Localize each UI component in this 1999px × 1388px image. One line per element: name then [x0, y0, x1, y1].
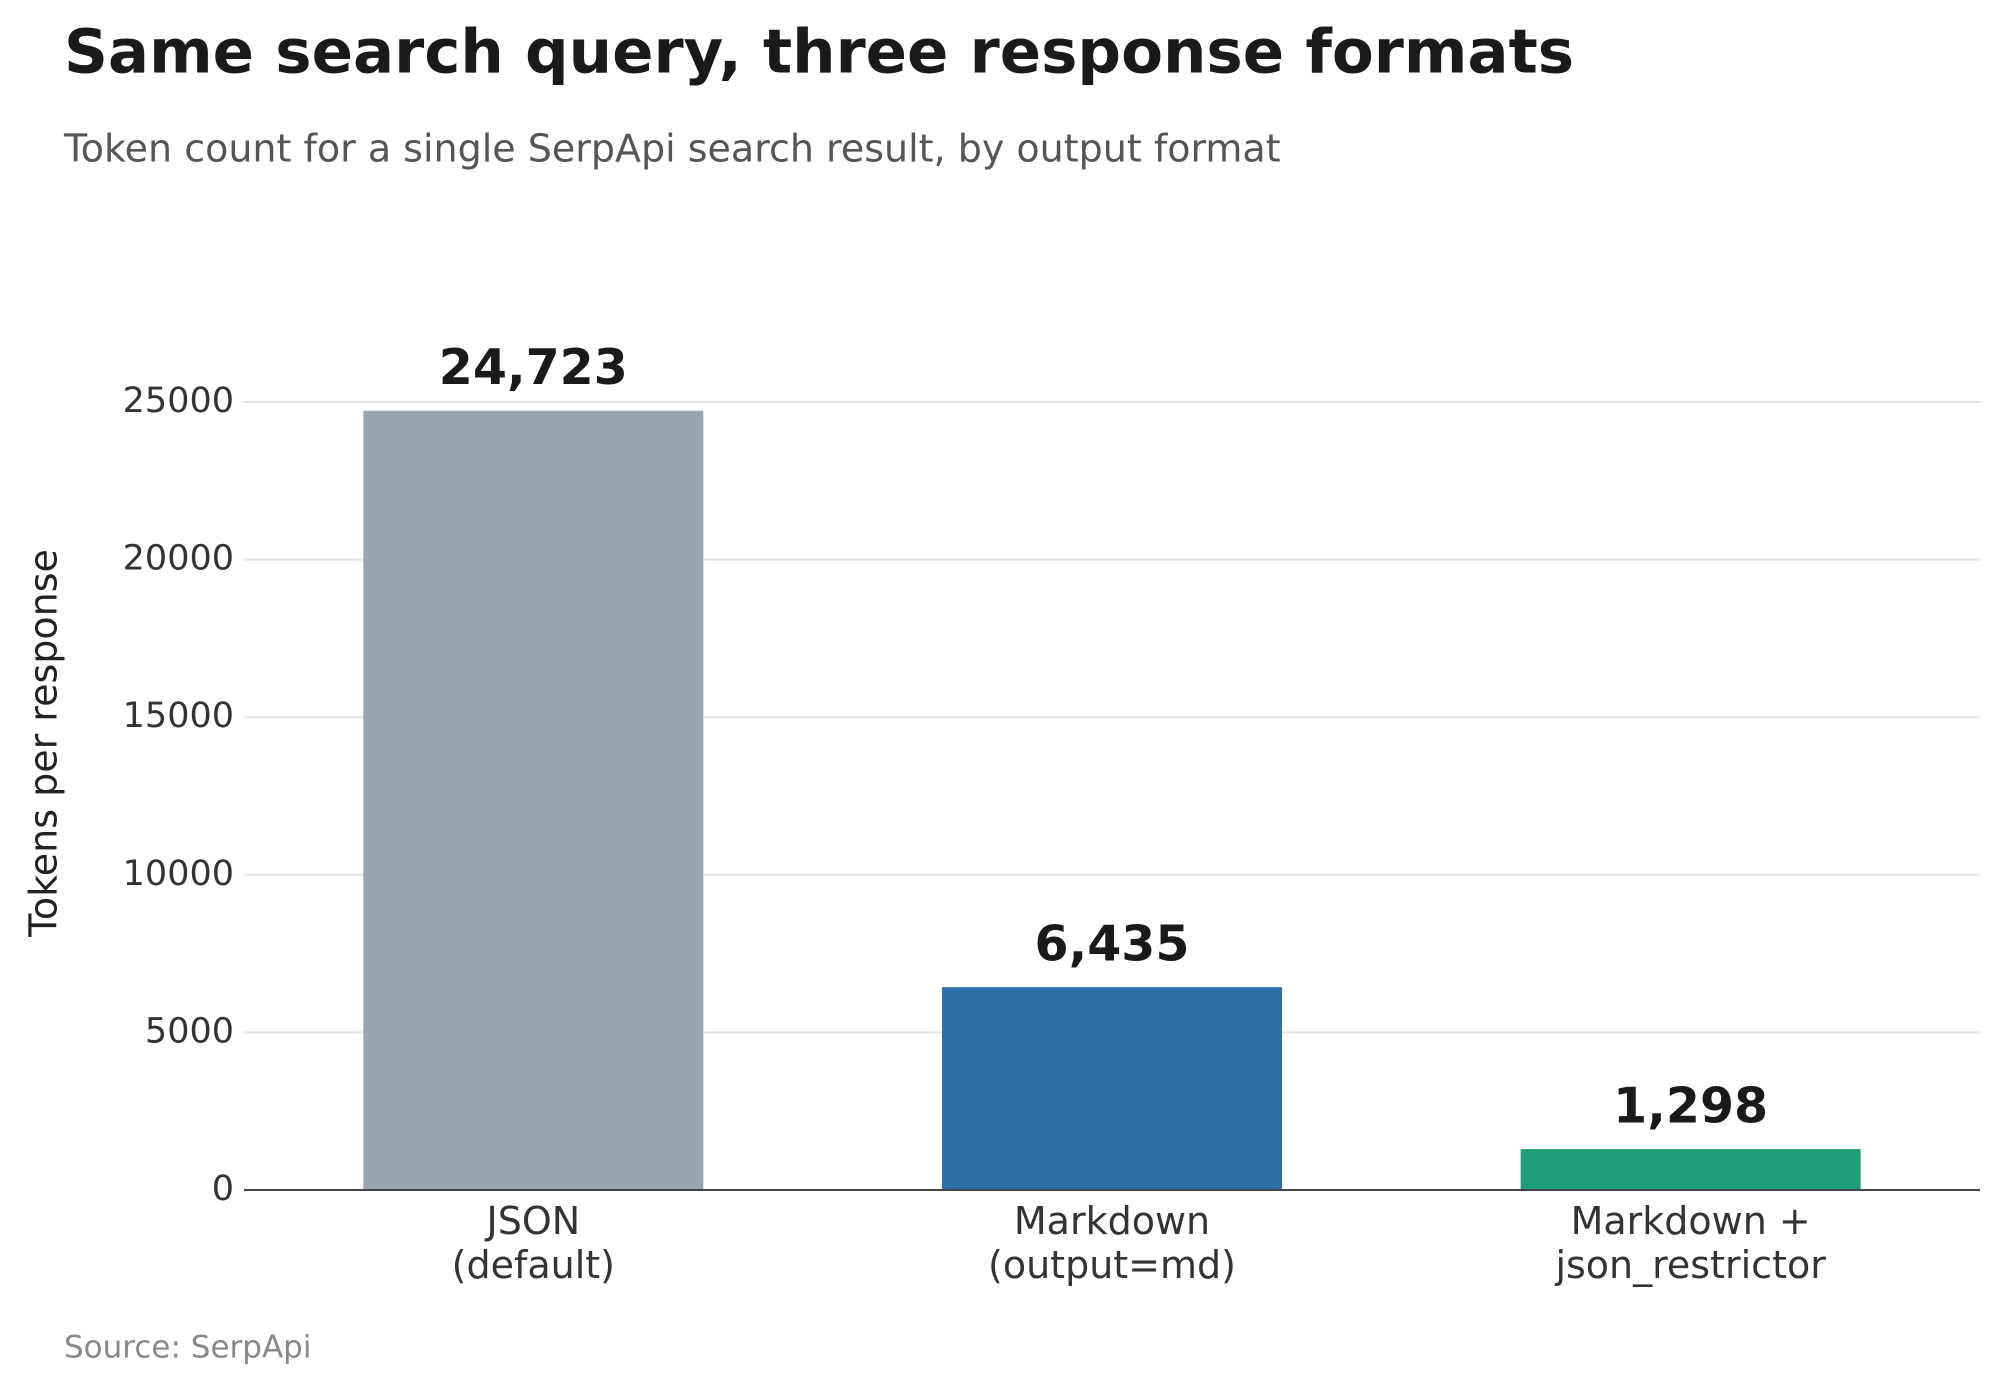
- x-tick-line: (output=md): [988, 1243, 1236, 1287]
- y-axis-label: Tokens per response: [22, 549, 66, 938]
- value-label: 24,723: [439, 339, 628, 396]
- bar: [1520, 1149, 1861, 1190]
- y-tick-label: 0: [212, 1169, 234, 1209]
- x-tick-line: json_restrictor: [1554, 1243, 1826, 1287]
- y-tick-label: 5000: [145, 1011, 234, 1051]
- value-label: 6,435: [1035, 916, 1190, 973]
- source: Source: SerpApi: [64, 1330, 311, 1366]
- y-tick-label: 10000: [123, 854, 234, 894]
- chart-subtitle: Token count for a single SerpApi search …: [63, 127, 1281, 171]
- x-tick-label: JSON (default): [452, 1199, 615, 1287]
- x-tick-label: Markdown + json_restrictor: [1554, 1199, 1826, 1287]
- y-tick-label: 15000: [123, 696, 234, 736]
- bar: [363, 410, 704, 1190]
- x-tick-line: JSON: [484, 1199, 580, 1243]
- chart-title: Same search query, three response format…: [64, 17, 1574, 88]
- y-tick-label: 20000: [123, 539, 234, 579]
- y-tick-label: 25000: [123, 381, 234, 421]
- x-tick-line: Markdown: [1014, 1199, 1210, 1243]
- bar: [942, 987, 1282, 1190]
- x-tick-line: (default): [452, 1243, 615, 1287]
- x-tick-label: Markdown (output=md): [988, 1199, 1236, 1287]
- x-tick-line: Markdown +: [1571, 1199, 1811, 1243]
- value-label: 1,298: [1613, 1078, 1768, 1135]
